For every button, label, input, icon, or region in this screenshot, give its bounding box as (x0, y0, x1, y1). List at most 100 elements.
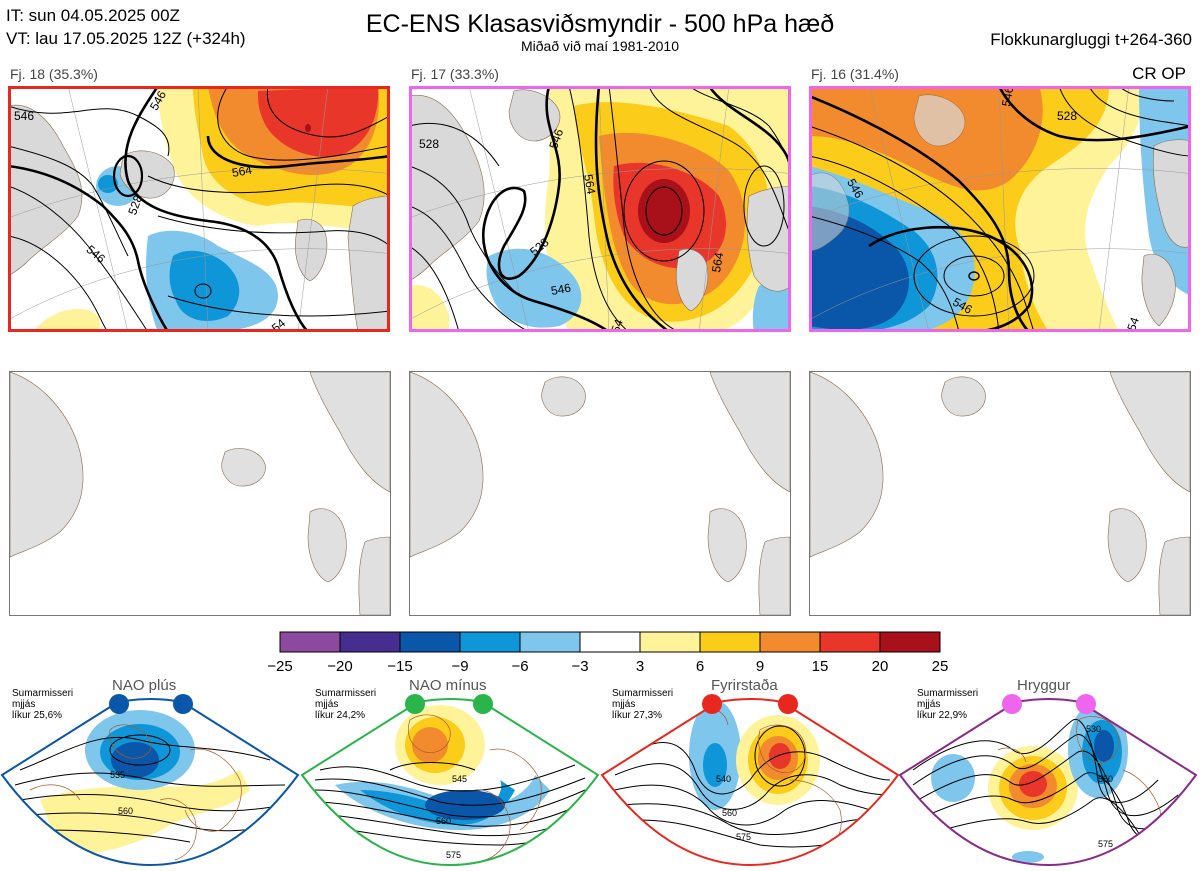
anomaly-negative-strong (111, 742, 159, 778)
colorbar-tick: −15 (387, 658, 412, 675)
coastlines (408, 714, 542, 861)
land-britain (1141, 253, 1176, 327)
thick-contours (809, 86, 1191, 332)
contour-label: 546 (14, 109, 34, 123)
low-center-contour (968, 271, 980, 281)
land-iceland (119, 150, 175, 199)
empty-map-3 (809, 371, 1191, 616)
regime-info-3: Sumarmisseri mjjás líkur 27,3% (612, 688, 673, 721)
land-iceland (221, 448, 266, 487)
land-iceland (941, 376, 986, 417)
contour-label: 560 (118, 806, 133, 816)
land-greenland (809, 371, 884, 558)
land-europe (746, 185, 791, 292)
regime-map-2: 545 560 575 (300, 694, 600, 867)
regime-season: Sumarmisseri (12, 688, 74, 699)
valid-time: VT: lau 17.05.2025 12Z (+324h) (6, 29, 246, 48)
contour-label: 546 (550, 281, 572, 298)
contour-label: 575 (736, 832, 751, 842)
colorbar-tick: 9 (756, 658, 764, 675)
contour-label: 528 (419, 137, 439, 151)
empty-map-1 (9, 371, 391, 616)
colorbar-tick: 25 (932, 658, 949, 675)
regime-frame (0, 698, 300, 867)
empty-map-2 (409, 371, 791, 616)
low-center-contour (112, 154, 144, 198)
contour-label: 528 (125, 193, 145, 217)
anomaly-negative-small-core (98, 175, 118, 193)
anomaly-positive (40, 768, 250, 854)
panel-label-3: Fj. 16 (31.4%) (811, 66, 899, 82)
anomaly-positive-strong (412, 727, 448, 763)
regime-title-1: NAO plús (112, 677, 177, 694)
colorbar-tick: −25 (267, 658, 292, 675)
regime-season: Sumarmisseri (315, 688, 377, 699)
initial-time: IT: sun 04.05.2025 00Z (6, 6, 180, 25)
contour-label: 564 (231, 163, 253, 180)
land-greenland (409, 371, 484, 558)
contour-label: 545 (452, 774, 467, 784)
regime-indicator-dot (473, 694, 493, 714)
height-contours (8, 86, 390, 332)
contour-labels: 545 560 575 (436, 774, 467, 860)
contour-label: 540 (716, 774, 731, 784)
colorbar-tick: −3 (571, 658, 588, 675)
anomaly-positive-peak (258, 86, 379, 157)
regime-title-3: Fyrirstaða (711, 677, 778, 694)
regime-frame (898, 698, 1198, 867)
regime-map-1: 535 560 (0, 694, 300, 867)
land-britain (1107, 508, 1147, 583)
colorbar-cell (399, 631, 461, 653)
land-britain (707, 508, 747, 583)
regime-frame (300, 698, 600, 867)
contour-label: 564 (581, 173, 598, 195)
regime-map-content: 535 560 (2, 699, 298, 865)
colorbar-tick: −20 (327, 658, 352, 675)
contour-label: 575 (1098, 839, 1113, 849)
regime-map-content: 540 560 575 (602, 699, 898, 865)
crop-label: CR OP (1132, 64, 1186, 83)
regime-probability: líkur 22,9% (917, 710, 968, 721)
regime-map-4: 530 550 575 (898, 694, 1198, 867)
contour-labels: 530 550 575 (1086, 724, 1113, 849)
colorbar-cell (759, 631, 821, 653)
land-greenland (809, 172, 850, 252)
regime-title-2: NAO mínus (409, 677, 487, 694)
contour-label: 560 (436, 816, 451, 826)
empty-map-3-svg (809, 371, 1191, 616)
contour-label: 546 (546, 127, 566, 151)
land-europe (1152, 139, 1191, 248)
colorbar-cell (339, 631, 401, 653)
contour-labels: 528 546 528 546 564 564 54 (419, 127, 726, 332)
cluster-frame-1 (8, 86, 390, 332)
panel-label-1: Fj. 18 (35.3%) (10, 66, 98, 82)
cluster-map-2-svg: 528 546 528 546 564 564 54 (409, 86, 791, 332)
colorbar-cell (279, 631, 341, 653)
anomaly-max-point (305, 124, 311, 132)
page-subtitle: Miðað við maí 1981-2010 (521, 38, 679, 54)
regime-months: mjjás (315, 699, 339, 710)
anomaly-positive-south (33, 308, 101, 332)
regime-season: Sumarmisseri (612, 688, 674, 699)
regime-months: mjjás (612, 699, 636, 710)
land-scandinavia (709, 371, 791, 493)
colorbar-tick: 20 (872, 658, 889, 675)
thick-contours (8, 86, 390, 332)
low-center-south (194, 283, 212, 299)
graticule (809, 86, 1191, 332)
colorbar-cell (879, 631, 941, 653)
empty-map-1-svg (9, 371, 391, 616)
colorbar: −25 −20 −15 −9 −6 −3 3 6 9 15 20 25 (267, 631, 949, 675)
regime-indicator-dot (702, 694, 722, 714)
colorbar-cell (519, 631, 581, 653)
anomaly-negative-strong (1094, 730, 1114, 762)
colorbar-cell (579, 631, 641, 653)
regime-probability: líkur 24,2% (315, 710, 366, 721)
contour-label: 54 (1124, 315, 1142, 332)
regime-months: mjjás (12, 699, 36, 710)
anomaly-positive-southwest (409, 285, 449, 332)
regime-season: Sumarmisseri (917, 688, 979, 699)
regime-info-2: Sumarmisseri mjjás líkur 24,2% (315, 688, 376, 721)
contour-label: 560 (722, 808, 737, 818)
classification-window: Flokkunargluggi t+264-360 (990, 30, 1192, 49)
